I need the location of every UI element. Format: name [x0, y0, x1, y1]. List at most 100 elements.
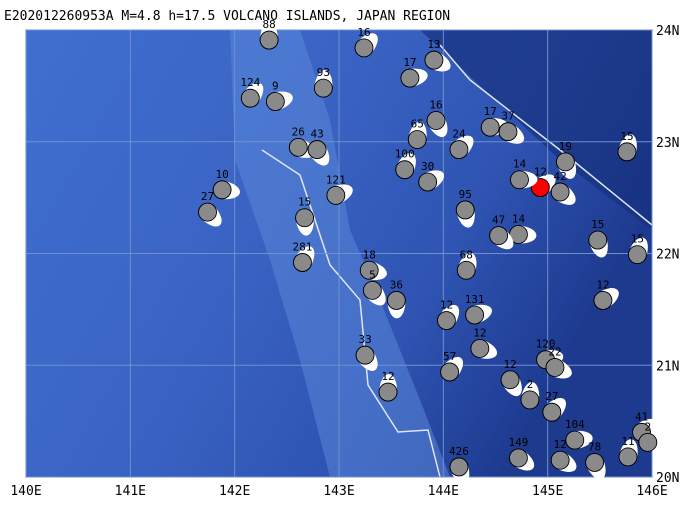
depth-label: 12 — [534, 166, 547, 179]
beachball-dilatation — [476, 339, 498, 359]
depth-label: 14 — [512, 213, 526, 226]
focal-mechanism — [198, 202, 222, 227]
depth-label: 131 — [465, 293, 485, 306]
beachball-dilatation — [471, 304, 492, 324]
beachball-outline — [418, 172, 438, 192]
depth-label: 11 — [621, 435, 634, 448]
focal-mechanism — [386, 291, 406, 319]
depth-label: 12 — [473, 326, 486, 339]
depth-label: 9 — [272, 80, 279, 93]
beachball-dilatation — [589, 237, 608, 258]
beachball-dilatation — [492, 228, 514, 250]
beachball-dilatation — [439, 304, 460, 326]
beachball-dilatation — [387, 300, 406, 319]
x-tick-label: 146E — [636, 484, 667, 499]
beachball-outline — [426, 111, 446, 130]
beachball-dilatation — [357, 350, 378, 371]
beachball-outline — [407, 130, 427, 149]
beachball-dilatation — [294, 246, 315, 267]
depth-label: 281 — [293, 240, 313, 253]
beachball-dilatation — [551, 359, 572, 379]
beachball-dilatation — [628, 237, 648, 258]
beachball-dilatation — [586, 458, 606, 480]
focal-mechanism — [355, 345, 378, 371]
depth-label: 10 — [216, 168, 229, 181]
beachball-outline — [556, 152, 575, 172]
x-tick-label: 145E — [532, 484, 563, 499]
depth-label: 57 — [443, 350, 456, 363]
beachball-outline — [362, 280, 382, 300]
depth-label: 47 — [492, 214, 505, 227]
depth-label: 16 — [429, 99, 442, 112]
depth-label: 104 — [565, 418, 585, 431]
focal-mechanism — [295, 208, 314, 236]
focal-mechanism — [313, 70, 333, 98]
focal-mechanism — [259, 22, 279, 50]
beachball-dilatation — [243, 82, 264, 104]
beachball-outline — [456, 260, 476, 280]
focal-mechanism — [456, 252, 477, 280]
beachball-outline — [437, 311, 456, 330]
beachball-dilatation — [618, 134, 637, 155]
depth-label: 2 — [527, 378, 534, 391]
depth-label: 68 — [460, 248, 473, 261]
focal-mechanism — [489, 226, 514, 250]
beachball-dilatation — [513, 450, 535, 471]
beachball-dilatation — [619, 439, 638, 459]
beachball-outline — [354, 38, 374, 58]
beachball-dilatation — [220, 180, 240, 200]
beachball-dilatation — [428, 116, 448, 138]
beachball-dilatation — [396, 152, 416, 174]
depth-label: 17 — [403, 56, 416, 69]
depth-label: 43 — [310, 128, 323, 141]
focal-mechanism — [378, 374, 398, 402]
beachball-outline — [520, 390, 540, 410]
depth-label: 121 — [326, 173, 346, 186]
depth-label: 16 — [357, 26, 370, 39]
depth-label: 19 — [559, 140, 572, 153]
beachball-outline — [617, 142, 637, 162]
beachball-outline — [355, 345, 375, 365]
x-tick-label: 140E — [10, 484, 41, 499]
depth-label: 17 — [484, 105, 497, 118]
beachball-outline — [259, 30, 279, 50]
depth-label: 12 — [381, 370, 394, 383]
beachball-outline — [545, 358, 565, 377]
beachball-outline — [585, 453, 605, 472]
depth-label: 14 — [513, 158, 527, 171]
depth-label: 13 — [427, 38, 440, 51]
beachball-outline — [359, 260, 379, 280]
beachball-outline — [627, 245, 647, 265]
y-tick-label: 20N — [656, 471, 679, 486]
x-tick-label: 144E — [428, 484, 459, 499]
beachball-dilatation — [452, 135, 474, 157]
focal-mechanism — [455, 200, 475, 228]
y-tick-label: 22N — [656, 248, 679, 263]
focal-mechanism — [542, 397, 567, 422]
beachball-outline — [465, 305, 485, 325]
focal-mechanism — [545, 358, 572, 379]
depth-label: 88 — [262, 18, 275, 31]
beachball-outline — [455, 200, 475, 220]
focal-mechanism — [638, 432, 666, 452]
focal-mechanism — [449, 135, 474, 159]
beachball-dilatation — [519, 170, 538, 189]
beachball-dilatation — [555, 452, 577, 472]
depth-label: 426 — [449, 445, 469, 458]
beachball-outline — [500, 370, 520, 390]
beachball-dilatation — [598, 288, 619, 308]
focal-mechanism — [440, 357, 464, 382]
focal-mechanism — [510, 170, 538, 190]
beachball-dilatation — [357, 33, 378, 54]
focal-mechanism — [585, 453, 606, 480]
beachball-dilatation — [573, 430, 593, 450]
beachball-outline — [618, 447, 638, 467]
focal-mechanism — [617, 134, 637, 162]
beachball-outline — [489, 226, 509, 246]
beachball-outline — [307, 140, 327, 159]
depth-label: 27 — [545, 390, 558, 403]
focal-mechanism — [395, 152, 416, 180]
focal-mechanism — [500, 370, 522, 397]
focal-mechanism — [618, 439, 638, 467]
focal-mechanism — [359, 260, 387, 281]
